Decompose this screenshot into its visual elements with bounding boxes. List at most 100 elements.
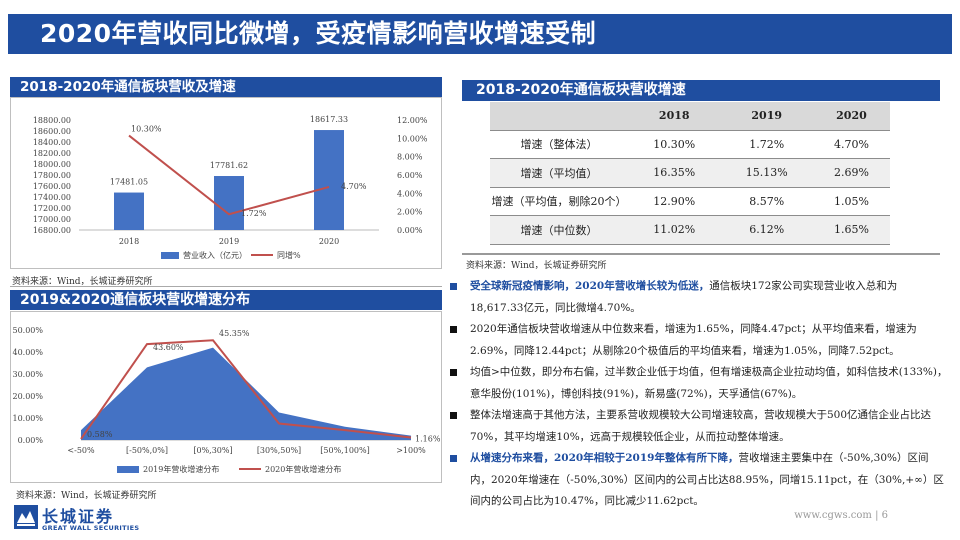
page-title: 2020年营收同比微增，受疫情影响营收增速受制 — [40, 19, 597, 48]
growth-line-label: 10.30% — [131, 125, 162, 134]
square-bullet-icon — [450, 326, 457, 333]
analysis-bullets: 受全球新冠疫情影响，2020年营收增长较为低迷，通信板块172家公司实现营业收入… — [448, 276, 948, 513]
revenue-bar — [114, 192, 144, 230]
y-right-tick-label: 8.00% — [397, 153, 423, 162]
growth-table: 2018 2019 2020 增速（整体法） 10.30% 1.72% 4.70… — [490, 102, 890, 245]
y-left-tick-label: 17400.00 — [33, 193, 71, 202]
bullet-highlight: 受全球新冠疫情影响，2020年营收增长较为低迷， — [470, 280, 710, 292]
x-tick-label: 2018 — [119, 237, 139, 246]
footer-url: www.cgws.com — [794, 510, 872, 521]
table-cell: 1.65% — [812, 215, 890, 245]
distribution-area-2019 — [81, 347, 411, 440]
y-left-tick-label: 18600.00 — [33, 127, 71, 136]
growth-line-label: 4.70% — [341, 182, 367, 191]
table-row: 增速（整体法） 10.30% 1.72% 4.70% — [490, 129, 890, 159]
divider — [10, 286, 442, 287]
bullet-item: 2020年通信板块营收增速从中位数来看，增速为1.65%，同降4.47pct；从… — [448, 319, 948, 362]
x-tick-label: [0%,30%] — [193, 446, 232, 455]
table-row: 增速（中位数） 11.02% 6.12% 1.65% — [490, 215, 890, 245]
revenue-chart-title: 2018-2020年通信板块营收及增速 — [10, 77, 442, 97]
distribution-line-label: 45.35% — [219, 329, 250, 338]
y-left-tick-label: 17000.00 — [33, 215, 71, 224]
y-tick-label: 10.00% — [12, 414, 43, 423]
revenue-bar — [214, 176, 244, 230]
table-cell: 12.90% — [628, 186, 721, 216]
title-band — [8, 14, 952, 54]
y-right-tick-label: 12.00% — [397, 116, 428, 125]
table-cell: 1.05% — [812, 186, 890, 216]
distribution-line-label: 0.58% — [87, 430, 113, 439]
x-tick-label: [30%,50%] — [257, 446, 301, 455]
table-header-row: 2018 2019 2020 — [490, 102, 890, 130]
growth-table-title: 2018-2020年通信板块营收增速 — [462, 80, 940, 101]
bullet-item: 受全球新冠疫情影响，2020年营收增长较为低迷，通信板块172家公司实现营业收入… — [448, 276, 948, 319]
footer: www.cgws.com | 6 — [794, 510, 888, 521]
y-right-tick-label: 0.00% — [397, 226, 423, 235]
distribution-chart: 50.00% 40.00% 30.00% 20.00% 10.00% 0.00% 0.58%… — [12, 326, 441, 474]
x-tick-label: [50%,100%] — [320, 446, 369, 455]
y-tick-label: 30.00% — [12, 370, 43, 379]
y-left-tick-label: 16800.00 — [33, 226, 71, 235]
square-bullet-icon — [450, 283, 457, 290]
distribution-chart-frame: 50.00% 40.00% 30.00% 20.00% 10.00% 0.00% 0.58%… — [10, 311, 442, 483]
x-tick-label: 2020 — [319, 237, 339, 246]
y-tick-label: 40.00% — [12, 348, 43, 357]
table-header-2018: 2018 — [628, 102, 721, 130]
table-cell: 16.35% — [628, 158, 721, 187]
y-right-tick-label: 10.00% — [397, 134, 428, 143]
distribution-line-label: 1.16% — [415, 434, 441, 443]
y-left-tick-label: 17600.00 — [33, 182, 71, 191]
growth-line — [128, 134, 330, 216]
table-cell: 2.69% — [812, 158, 890, 187]
revenue-bar — [314, 130, 344, 230]
footer-separator: | — [875, 510, 882, 521]
table-header-2020: 2020 — [812, 102, 890, 130]
table-cell: 10.30% — [628, 129, 721, 159]
y-left-tick-label: 18000.00 — [33, 160, 71, 169]
table-row-label: 增速（中位数） — [490, 215, 628, 245]
table-row-label: 增速（平均值，剔除20个） — [490, 186, 628, 216]
revenue-bar-label: 17781.62 — [210, 161, 248, 170]
bullet-text: 营收增速主要集中在（-50%,30%）区间内，2020年增速在（-50%,30%… — [470, 452, 944, 507]
y-left-tick-label: 17800.00 — [33, 171, 71, 180]
revenue-bar-label: 17481.05 — [110, 178, 148, 187]
revenue-bar-label: 18617.33 — [310, 115, 348, 124]
x-tick-label: <-50% — [67, 446, 95, 455]
distribution-chart-source: 资料来源：Wind，长城证券研究所 — [16, 491, 157, 501]
y-left-tick-label: 17200.00 — [33, 204, 71, 213]
square-bullet-icon — [450, 412, 457, 419]
x-tick-label: 2019 — [219, 237, 239, 246]
distribution-line-label: 43.60% — [153, 343, 184, 352]
revenue-chart-frame: 18800.00 18600.00 18400.00 18200.00 18000.00… — [10, 97, 442, 269]
table-row-label: 增速（整体法） — [490, 129, 628, 159]
x-tick-label: >100% — [396, 446, 426, 455]
bullet-item: 整体法增速高于其他方法，主要系营收规模较大公司增速较高，营收规模大于500亿通信… — [448, 405, 948, 448]
bullet-text: 均值>中位数，即分布右偏，过半数企业低于均值，但有增速极高企业拉动均值，如科信技… — [470, 366, 948, 400]
growth-line-label: 1.72% — [241, 209, 267, 218]
y-right-tick-label: 2.00% — [397, 208, 423, 217]
legend-label-2019: 2019年营收增速分布 — [143, 464, 219, 474]
y-tick-label: 0.00% — [18, 436, 44, 445]
legend-label-growth: 同增% — [277, 250, 301, 260]
legend-swatch-bar — [161, 252, 179, 259]
square-bullet-icon — [450, 369, 457, 376]
bullet-text: 通信板块172家公司实现营业收入总和为18,617.33亿元，同比微增4.70%… — [470, 280, 898, 314]
legend-label-2020: 2020年营收增速分布 — [265, 464, 341, 474]
divider — [462, 253, 940, 255]
bullet-text: 2020年通信板块营收增速从中位数来看，增速为1.65%，同降4.47pct；从… — [470, 323, 917, 357]
page-number: 6 — [881, 510, 888, 521]
y-left-tick-label: 18800.00 — [33, 116, 71, 125]
table-cell: 8.57% — [720, 186, 813, 216]
logo-cn-text: 长城证券 — [42, 507, 115, 526]
table-row: 增速（平均值，剔除20个） 12.90% 8.57% 1.05% — [490, 186, 890, 216]
bullet-item: 均值>中位数，即分布右偏，过半数企业低于均值，但有增速极高企业拉动均值，如科信技… — [448, 362, 948, 405]
bullet-item: 从增速分布来看，2020年相较于2019年整体有所下降，营收增速主要集中在（-5… — [448, 448, 948, 513]
table-header-2019: 2019 — [720, 102, 813, 130]
table-cell: 1.72% — [720, 129, 813, 159]
legend-swatch-area — [117, 466, 139, 473]
y-left-tick-label: 18200.00 — [33, 149, 71, 158]
revenue-chart-source: 资料来源：Wind，长城证券研究所 — [12, 277, 153, 287]
table-row-label: 增速（平均值） — [490, 158, 628, 187]
square-bullet-icon — [450, 455, 457, 462]
bullet-text: 整体法增速高于其他方法，主要系营收规模较大公司增速较高，营收规模大于500亿通信… — [470, 409, 932, 443]
